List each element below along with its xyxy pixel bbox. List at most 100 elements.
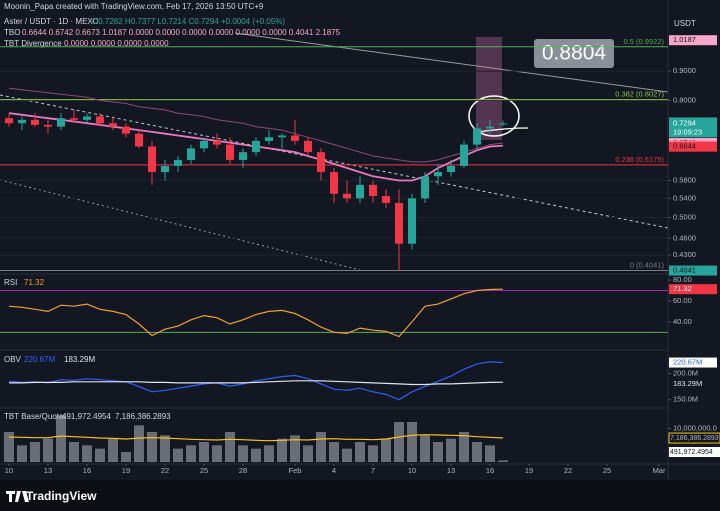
trendline: [0, 179, 361, 271]
volume-bar: [107, 438, 118, 462]
legend-value: 220.67M: [24, 355, 55, 364]
candle-body: [225, 144, 234, 160]
panel-title: TBT Base/Quote: [4, 412, 64, 421]
x-tick-label: Feb: [289, 466, 302, 475]
candle-body: [356, 184, 365, 199]
price-tag: 0.6644: [673, 142, 696, 151]
x-tick-label: 28: [239, 466, 247, 475]
volume-bar: [172, 448, 183, 462]
credit: Moonin_Papa created with TradingView.com…: [4, 2, 264, 11]
line: [8, 288, 504, 338]
price-tag: 1.0187: [673, 35, 696, 44]
volume-bar: [289, 435, 300, 462]
price-tag-bg: [669, 35, 717, 46]
candle-body: [290, 135, 299, 141]
volume-bar: [459, 432, 470, 462]
fib-label: 0.382 (0.8027): [615, 90, 664, 99]
x-tick-label: 10: [5, 466, 13, 475]
tbo-values: 0.6644 0.6742 0.6673 1.0187 0.0000 0.000…: [22, 28, 341, 37]
brand: TradingView: [26, 489, 97, 503]
value-tag-bg: [668, 432, 720, 444]
candle-body: [330, 172, 338, 194]
candle-body: [369, 184, 378, 197]
y-tick-label: 60.00: [673, 296, 692, 305]
candle-body: [173, 159, 182, 166]
value-tag: 7,186,386.2893: [670, 435, 719, 442]
volume-bar: [250, 448, 261, 462]
volume-bar: [329, 442, 339, 462]
volume-bar: [433, 442, 444, 462]
volume-bar: [381, 438, 392, 462]
trendline: [234, 32, 669, 93]
x-tick-label: 13: [44, 466, 52, 475]
candle-body: [421, 176, 430, 199]
legend-value: 491,972.4954: [62, 412, 111, 421]
x-tick-label: 4: [332, 466, 336, 475]
volume-bar: [420, 435, 431, 462]
candle-body: [486, 126, 495, 129]
panel-title: RSI: [4, 278, 17, 287]
candle-body: [121, 126, 130, 134]
fib-label: 0.236 (0.6175): [615, 155, 664, 164]
highlight-stroke: [477, 127, 529, 133]
x-tick-label: 7: [371, 466, 375, 475]
currency: USDT: [674, 19, 696, 28]
candle-body: [95, 116, 104, 124]
y-tick-label: 150.0M: [673, 395, 698, 404]
ohlc: O0.7282 H0.7377 L0.7214 C0.7294 +0.0004 …: [92, 17, 285, 26]
candle-body: [408, 198, 417, 244]
y-tick-label: 0.5800: [673, 176, 696, 185]
candle-body: [4, 118, 13, 124]
candle-body: [499, 123, 508, 125]
value-tag-bg: [669, 447, 720, 457]
candle-body: [17, 119, 26, 124]
value-tag: 183.29M: [673, 379, 702, 388]
volume-bar: [55, 415, 66, 462]
volume-bar: [446, 438, 457, 462]
price-tag-bg: [669, 141, 717, 152]
x-tick-label: Mar: [653, 466, 666, 475]
tbo-name: TBO: [4, 28, 20, 37]
candle-body: [395, 202, 404, 244]
candle-body: [212, 140, 221, 145]
x-tick-label: 13: [447, 466, 455, 475]
volume-bar: [276, 438, 287, 462]
volume-bar: [394, 422, 405, 462]
highlight-circle: [468, 95, 520, 137]
value-tag: 71.32: [673, 284, 692, 293]
candle-body: [82, 116, 91, 120]
candle-body: [251, 140, 260, 153]
volume-ma: [8, 434, 504, 442]
volume-bar: [146, 432, 157, 462]
x-tick-label: 10: [408, 466, 416, 475]
legend-value: 183.29M: [64, 355, 95, 364]
countdown: 19:09:23: [673, 127, 702, 136]
y-tick-label: 80.00: [673, 275, 692, 284]
fib-label: 0.5 (0.9922): [624, 37, 665, 46]
value-tag-bg: [669, 379, 717, 390]
volume-bar: [368, 445, 379, 462]
value-tag-bg: [669, 357, 717, 368]
volume-bar: [315, 432, 326, 462]
line: [9, 380, 504, 386]
brand-logo: [6, 491, 29, 502]
y-tick-label: 0.5400: [673, 193, 696, 202]
annotation: 0.8804: [542, 42, 607, 65]
candle-body: [43, 124, 52, 127]
volume-bar: [472, 442, 483, 462]
candle-body: [186, 148, 195, 160]
y-tick-label: 0.4600: [673, 233, 696, 242]
symbol: Aster / USDT · 1D · MEXC: [4, 17, 99, 26]
moving-average: [8, 87, 504, 163]
candle-body: [277, 135, 286, 138]
volume-bar: [224, 432, 235, 462]
x-tick-label: 25: [200, 466, 208, 475]
volume-bar: [68, 442, 79, 462]
volume-bar: [355, 442, 366, 462]
candle-body: [199, 140, 208, 149]
volume-bar: [185, 445, 196, 462]
candle-body: [30, 119, 39, 125]
background: [0, 0, 720, 480]
volume-bar: [16, 445, 27, 462]
